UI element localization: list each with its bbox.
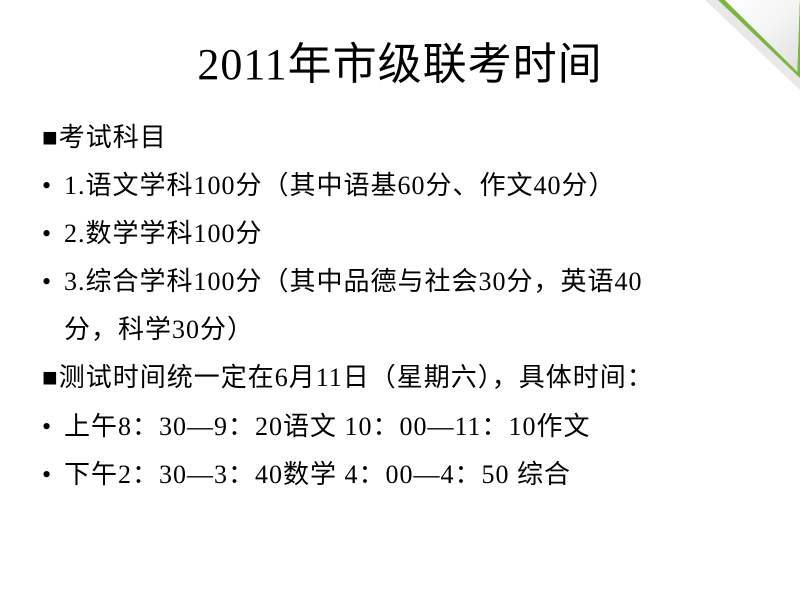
page-curl-decoration bbox=[705, 0, 800, 90]
section-header-schedule: ■测试时间统一定在6月11日（星期六），具体时间： bbox=[42, 354, 758, 402]
item-text: 2.数学学科100分 bbox=[64, 219, 263, 248]
item-text: 分，科学30分） bbox=[64, 315, 254, 344]
bullet-marker: • bbox=[42, 258, 64, 306]
slide-content: ■考试科目 •1.语文学科100分（其中语基60分、作文40分） •2.数学学科… bbox=[0, 114, 800, 499]
list-item: •2.数学学科100分 bbox=[42, 210, 758, 258]
list-item: •下午2：30—3：40数学 4：00—4：50 综合 bbox=[42, 451, 758, 499]
slide-title: 2011年市级联考时间 bbox=[0, 0, 800, 114]
list-item: •上午8：30—9：20语文 10：00—11：10作文 bbox=[42, 403, 758, 451]
item-text: 下午2：30—3：40数学 4：00—4：50 综合 bbox=[64, 460, 571, 489]
list-item: •3.综合学科100分（其中品德与社会30分，英语40 bbox=[42, 258, 758, 306]
section-header-subjects: ■考试科目 bbox=[42, 114, 758, 162]
item-text: 上午8：30—9：20语文 10：00—11：10作文 bbox=[64, 412, 591, 441]
item-text: 1.语文学科100分（其中语基60分、作文40分） bbox=[64, 171, 616, 200]
bullet-marker: • bbox=[42, 210, 64, 258]
list-item-continuation: 分，科学30分） bbox=[42, 306, 758, 354]
bullet-marker: • bbox=[42, 451, 64, 499]
item-text: 3.综合学科100分（其中品德与社会30分，英语40 bbox=[64, 267, 643, 296]
list-item: •1.语文学科100分（其中语基60分、作文40分） bbox=[42, 162, 758, 210]
bullet-marker: • bbox=[42, 403, 64, 451]
bullet-marker: • bbox=[42, 162, 64, 210]
